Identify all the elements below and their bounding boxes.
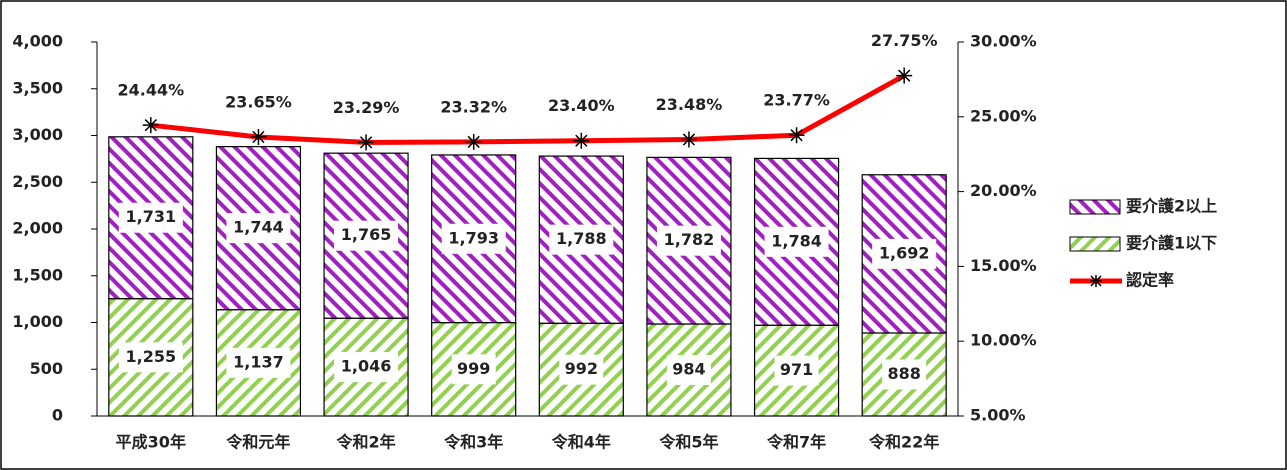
legend-label: 認定率 xyxy=(1126,271,1174,290)
y-tick-label: 0 xyxy=(52,406,63,425)
line-marker xyxy=(896,67,913,84)
line-marker xyxy=(250,128,267,145)
data-label: 1,793 xyxy=(448,228,499,247)
data-label-box xyxy=(774,355,819,386)
data-label: 23.32% xyxy=(440,97,507,116)
data-label: 1,046 xyxy=(341,357,392,376)
data-label-box xyxy=(334,220,399,251)
x-tick-label: 令和元年 xyxy=(225,433,290,452)
data-label: 888 xyxy=(887,364,920,383)
data-label: 1,744 xyxy=(233,218,284,237)
legend-marker xyxy=(1090,275,1102,287)
data-label-box xyxy=(882,359,927,390)
data-label-box xyxy=(226,213,291,244)
line-marker xyxy=(465,133,482,150)
legend-label: 要介護1以下 xyxy=(1126,234,1217,253)
y2-tick-label: 10.00% xyxy=(970,331,1037,350)
bar-segment xyxy=(538,322,624,417)
y-tick-label: 2,500 xyxy=(12,172,63,191)
legend-swatch xyxy=(1069,236,1121,252)
data-label: 24.44% xyxy=(117,81,184,100)
data-label: 23.29% xyxy=(333,98,400,117)
data-label-box xyxy=(451,354,496,385)
data-label-box xyxy=(764,226,829,257)
y2-tick-label: 5.00% xyxy=(970,406,1026,425)
data-label: 23.77% xyxy=(763,91,830,110)
line-marker xyxy=(573,132,590,149)
y-tick-label: 3,000 xyxy=(12,125,63,144)
data-label: 1,692 xyxy=(879,243,930,262)
x-tick-label: 令和4年 xyxy=(551,433,611,452)
data-label: 1,137 xyxy=(233,352,284,371)
y2-tick-label: 20.00% xyxy=(970,181,1037,200)
y-tick-label: 4,000 xyxy=(12,32,63,51)
data-label: 1,765 xyxy=(341,225,392,244)
x-tick-label: 令和2年 xyxy=(335,433,395,452)
data-label-box xyxy=(549,224,614,255)
x-tick-label: 平成30年 xyxy=(116,433,186,452)
data-label: 1,784 xyxy=(771,231,822,250)
line-marker xyxy=(788,127,805,144)
data-label-box xyxy=(559,354,604,385)
y2-tick-label: 25.00% xyxy=(970,106,1037,125)
data-label-box xyxy=(226,347,291,378)
x-tick-label: 令和7年 xyxy=(766,433,826,452)
line-marker xyxy=(358,134,375,151)
x-tick-label: 令和22年 xyxy=(868,433,939,452)
data-label-box xyxy=(118,202,183,233)
data-label: 27.75% xyxy=(871,31,938,50)
line-marker xyxy=(680,131,697,148)
data-label: 23.48% xyxy=(656,95,723,114)
data-label: 23.40% xyxy=(548,96,615,115)
x-tick-label: 令和5年 xyxy=(658,433,718,452)
data-label-box xyxy=(872,238,937,269)
y-tick-label: 3,500 xyxy=(12,78,63,97)
data-label: 1,731 xyxy=(126,207,177,226)
data-label: 971 xyxy=(780,360,813,379)
y2-tick-label: 30.00% xyxy=(970,32,1037,51)
legend-swatch xyxy=(1069,199,1121,215)
y-tick-label: 500 xyxy=(30,359,63,378)
data-label: 1,782 xyxy=(664,230,715,249)
data-label: 1,788 xyxy=(556,229,607,248)
y-tick-label: 1,500 xyxy=(12,265,63,284)
data-label-box xyxy=(334,352,399,383)
data-label-box xyxy=(118,342,183,373)
data-label: 999 xyxy=(457,359,490,378)
y-tick-label: 1,000 xyxy=(12,312,63,331)
data-label-box xyxy=(656,225,721,256)
line xyxy=(150,73,906,145)
line-marker xyxy=(142,117,159,134)
data-label-box xyxy=(666,354,711,385)
data-label: 992 xyxy=(565,359,598,378)
data-label: 1,255 xyxy=(126,347,177,366)
data-label: 984 xyxy=(672,359,705,378)
data-label-box xyxy=(441,223,506,254)
y-tick-label: 2,000 xyxy=(12,219,63,238)
y2-tick-label: 15.00% xyxy=(970,256,1037,275)
data-label: 23.65% xyxy=(225,92,292,111)
x-tick-label: 令和3年 xyxy=(443,433,503,452)
legend-label: 要介護2以上 xyxy=(1126,197,1217,216)
